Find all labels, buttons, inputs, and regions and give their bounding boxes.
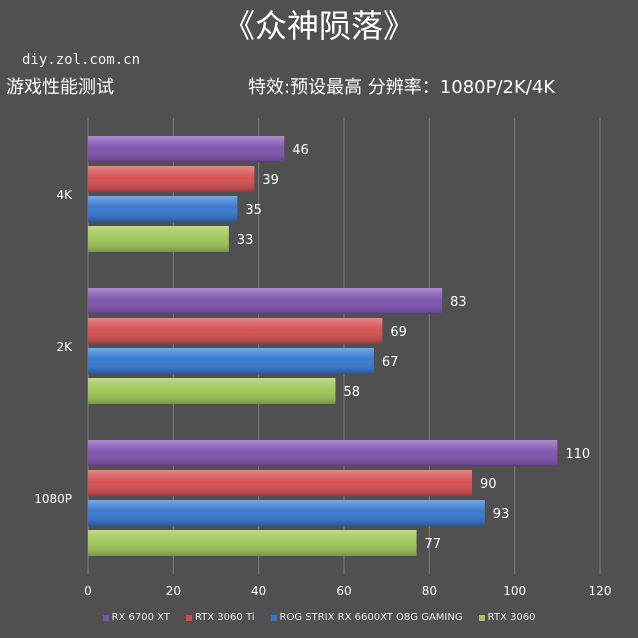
- bar-highlight: [88, 530, 417, 556]
- legend-label: RTX 3060: [487, 612, 536, 623]
- bar-highlight: [88, 378, 336, 404]
- bars: [88, 136, 558, 556]
- data-label: 110: [565, 447, 590, 462]
- data-label: 67: [382, 355, 399, 370]
- data-label: 35: [245, 203, 262, 218]
- data-label: 69: [390, 325, 407, 340]
- legend-label: ROG STRIX RX 6600XT O8G GAMING: [279, 612, 463, 623]
- bar-highlight: [88, 318, 383, 344]
- legend-label: RX 6700 XT: [111, 612, 170, 623]
- bar-highlight: [88, 440, 558, 466]
- legend-label: RTX 3060 Ti: [194, 612, 255, 623]
- data-label: 33: [237, 233, 254, 248]
- legend-swatch: [102, 614, 109, 621]
- legend-item: RTX 3060 Ti: [185, 612, 255, 623]
- data-label: 83: [450, 295, 467, 310]
- legend: RX 6700 XT RTX 3060 Ti ROG STRIX RX 6600XT…: [0, 612, 638, 623]
- legend-swatch: [270, 614, 277, 621]
- bar-highlight: [88, 470, 472, 496]
- chart-title: 《众神陨落》: [222, 7, 415, 45]
- data-label: 77: [425, 537, 442, 552]
- legend-swatch: [478, 614, 485, 621]
- data-label: 39: [262, 173, 279, 188]
- legend-swatch: [185, 614, 192, 621]
- grid-lines: [87, 118, 601, 574]
- bar-highlight: [88, 136, 285, 162]
- data-label: 58: [343, 385, 360, 400]
- category-label: 1080P: [34, 492, 72, 506]
- bar-highlight: [88, 226, 229, 252]
- bar-highlight: [88, 288, 443, 314]
- x-tick-label: 80: [422, 584, 437, 598]
- x-tick-label: 120: [589, 584, 612, 598]
- data-label: 93: [493, 507, 510, 522]
- bar-highlight: [88, 500, 485, 526]
- x-tick-label: 20: [166, 584, 181, 598]
- category-label: 4K: [56, 188, 73, 202]
- x-tick-label: 0: [84, 584, 92, 598]
- data-label: 90: [480, 477, 497, 492]
- data-label: 46: [292, 143, 309, 158]
- x-tick-label: 40: [251, 584, 266, 598]
- category-label: 2K: [56, 340, 73, 354]
- legend-item: ROG STRIX RX 6600XT O8G GAMING: [270, 612, 463, 623]
- source-watermark: diy.zol.com.cn: [22, 52, 141, 68]
- x-tick-label: 100: [503, 584, 526, 598]
- chart-subtitle-right: 特效:预设最高 分辨率：1080P/2K/4K: [248, 77, 556, 98]
- legend-item: RTX 3060: [478, 612, 536, 623]
- legend-item: RX 6700 XT: [102, 612, 170, 623]
- chart-subtitle-left: 游戏性能测试: [6, 77, 114, 98]
- x-tick-label: 60: [336, 584, 351, 598]
- bar-highlight: [88, 166, 255, 192]
- bar-highlight: [88, 348, 374, 374]
- bar-highlight: [88, 196, 238, 222]
